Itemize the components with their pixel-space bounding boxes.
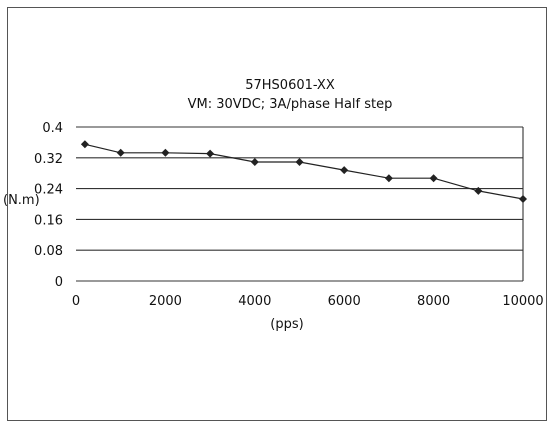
x-tick-labels: 0 2000 4000 6000 8000 10000 — [72, 294, 544, 309]
data-point-0-5 — [295, 158, 304, 166]
x-tick-label-5: 10000 — [502, 294, 543, 309]
y-tick-label-5: 0.4 — [42, 121, 63, 136]
x-tick-label-0: 0 — [72, 294, 80, 309]
chart-subtitle: VM: 30VDC; 3A/phase Half step — [188, 97, 393, 112]
y-tick-label-3: 0.24 — [34, 183, 63, 198]
data-series — [80, 140, 527, 203]
data-point-0-1 — [116, 148, 125, 157]
grid-lines — [76, 126, 523, 251]
x-tick-label-2: 4000 — [238, 294, 271, 309]
series-line-0 — [84, 143, 524, 200]
data-point-0-3 — [206, 149, 215, 158]
chart-frame — [7, 7, 547, 421]
data-point-0-10 — [519, 195, 527, 203]
data-point-0-8 — [429, 174, 438, 183]
data-point-0-9 — [474, 186, 483, 195]
x-axis-label: (pps) — [270, 317, 303, 332]
y-tick-label-2: 0.16 — [34, 213, 63, 228]
y-tick-label-1: 0.08 — [34, 244, 63, 259]
y-tick-labels: 0 0.08 0.16 0.24 0.32 0.4 — [34, 121, 63, 290]
data-point-0-2 — [161, 148, 170, 157]
x-tick-label-3: 6000 — [328, 294, 361, 309]
data-point-0-0 — [80, 140, 89, 149]
y-axis-label: (N.m) — [3, 193, 40, 208]
data-point-0-6 — [340, 166, 349, 175]
data-point-0-4 — [250, 158, 259, 166]
chart-title: 57HS0601-XX — [245, 78, 335, 93]
y-tick-label-0: 0 — [55, 275, 63, 290]
x-tick-label-1: 2000 — [149, 294, 182, 309]
y-tick-label-4: 0.32 — [34, 152, 63, 167]
data-point-0-7 — [384, 174, 393, 183]
axes — [76, 127, 524, 282]
x-tick-label-4: 8000 — [417, 294, 450, 309]
